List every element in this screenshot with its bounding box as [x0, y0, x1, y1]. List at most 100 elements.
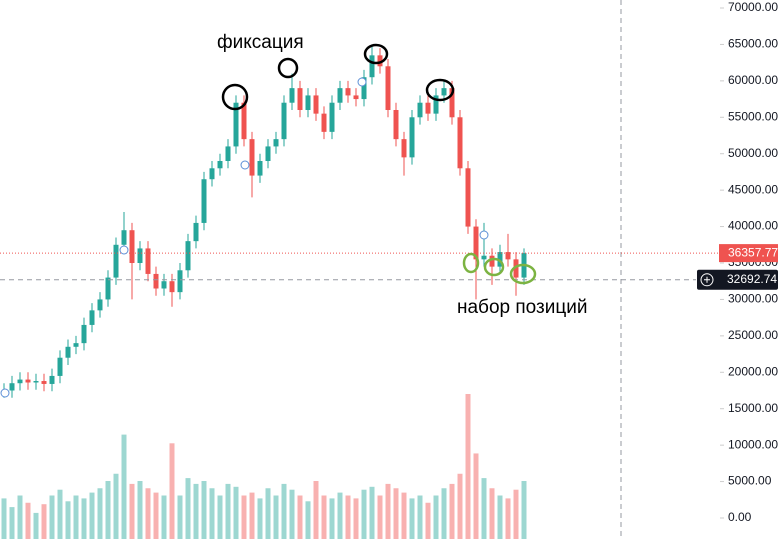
- y-tick-label: 45000.00: [728, 182, 778, 196]
- volume-bar: [417, 495, 423, 539]
- y-tick-label: 60000.00: [728, 73, 778, 87]
- volume-bar: [345, 495, 351, 539]
- y-tick-label: 40000.00: [728, 219, 778, 233]
- candle-body: [337, 88, 343, 103]
- cursor-plus: [700, 273, 714, 287]
- y-tick-label: 65000.00: [728, 37, 778, 51]
- last-price-tag: [719, 244, 778, 263]
- candle-body: [497, 252, 503, 267]
- candle-body: [425, 102, 431, 114]
- candle-body: [201, 179, 207, 223]
- volume-bar: [449, 483, 455, 539]
- candle-body: [73, 343, 79, 347]
- candle-body: [193, 222, 199, 242]
- y-tick-label: 30000.00: [728, 292, 778, 306]
- candle-body: [121, 230, 127, 245]
- y-tick-label: 50000.00: [728, 146, 778, 160]
- candle-body: [169, 281, 175, 293]
- candle-body: [409, 117, 415, 158]
- candle-body: [369, 55, 375, 78]
- candle-body: [401, 139, 407, 158]
- candle-body: [481, 255, 487, 260]
- last-price-label: 36357.77: [728, 245, 778, 259]
- volume-bar: [169, 443, 175, 539]
- candle-body: [321, 113, 327, 132]
- volume-bar: [361, 489, 367, 539]
- candle-body: [65, 346, 71, 358]
- y-tick-label: 20000.00: [728, 364, 778, 378]
- volume-bar: [481, 478, 487, 539]
- volume-bar: [409, 498, 415, 539]
- candle-body: [361, 77, 367, 100]
- candle-body: [449, 88, 455, 118]
- volume-bar: [9, 507, 15, 539]
- candle-body: [225, 146, 231, 162]
- candle-body: [9, 383, 15, 391]
- candle-body: [129, 230, 135, 264]
- volume-bar: [321, 495, 327, 539]
- volume-bar: [281, 483, 287, 539]
- candle-body: [313, 95, 319, 114]
- candle-body: [465, 168, 471, 227]
- volume-bar: [473, 453, 479, 539]
- candle-body: [417, 102, 423, 118]
- candle-body: [185, 241, 191, 271]
- cursor-plus: [704, 276, 710, 283]
- volume-bar: [297, 495, 303, 539]
- candle-body: [137, 248, 143, 264]
- event-markers: [0, 77, 489, 398]
- candle-body: [41, 381, 47, 384]
- volume-bar: [505, 498, 511, 539]
- candle-body: [33, 381, 39, 383]
- candle-body: [457, 117, 463, 169]
- candle-body: [177, 270, 183, 293]
- volume-bar: [129, 483, 135, 539]
- peak-circles: [221, 43, 455, 111]
- volume-bar: [161, 495, 167, 539]
- candle-body: [161, 281, 167, 289]
- candle-body: [265, 146, 271, 162]
- candle-body: [385, 66, 391, 111]
- volume-bar: [305, 501, 311, 539]
- candle-body: [329, 102, 335, 132]
- candle-body: [353, 95, 359, 100]
- volume-bar: [257, 498, 263, 539]
- candle-body: [105, 277, 111, 300]
- candle-body: [17, 379, 23, 384]
- annotation: набор позиций: [457, 297, 587, 318]
- candle-body: [153, 273, 159, 289]
- volume-bar: [393, 488, 399, 539]
- volume-bar: [513, 489, 519, 539]
- volume-bar: [369, 486, 375, 539]
- candle-body: [209, 168, 215, 180]
- cursor-price-tag: [697, 269, 778, 290]
- y-tick-label: 25000.00: [728, 328, 778, 342]
- candle-body: [489, 255, 495, 267]
- candle-body: [249, 139, 255, 176]
- candle-body: [393, 110, 399, 140]
- candle-body: [345, 88, 351, 96]
- candle-body: [49, 375, 55, 384]
- volume-bar: [185, 478, 191, 539]
- candle-body: [289, 88, 295, 103]
- candle-body: [377, 55, 383, 67]
- volume-bar: [81, 498, 87, 539]
- volume-bar: [17, 495, 23, 539]
- volume-bar: [441, 488, 447, 539]
- candle-body: [57, 357, 63, 376]
- candle-body: [145, 248, 151, 274]
- candle-body: [513, 259, 519, 278]
- volume-bar: [65, 501, 71, 539]
- candle-body: [441, 88, 447, 96]
- volume-bar: [177, 495, 183, 539]
- volume-bar: [457, 473, 463, 539]
- candle-body: [217, 161, 223, 169]
- annotation: фиксация: [217, 32, 304, 53]
- candle-body: [297, 88, 303, 111]
- volume-bar: [145, 488, 151, 539]
- volume-bar: [233, 486, 239, 539]
- candle-body: [433, 95, 439, 114]
- y-tick-label: 70000.00: [728, 0, 778, 14]
- candle-body: [473, 226, 479, 260]
